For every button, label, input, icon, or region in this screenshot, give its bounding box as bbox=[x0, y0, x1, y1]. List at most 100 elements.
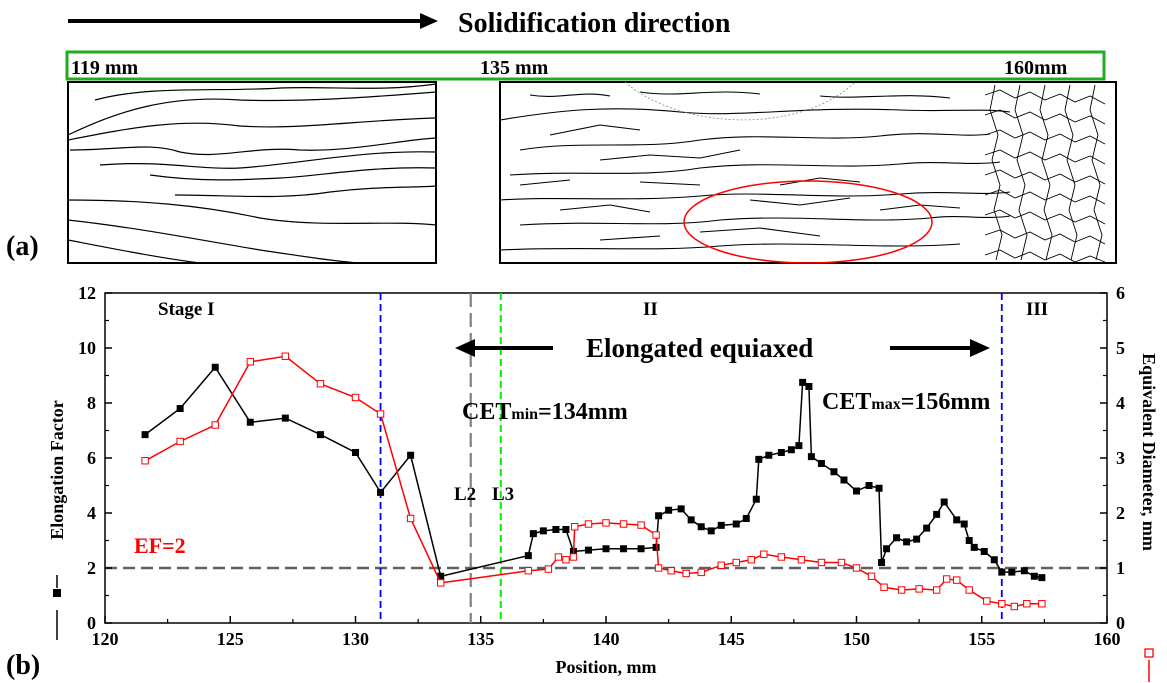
micrograph-left bbox=[67, 81, 437, 264]
ef-point-3 bbox=[246, 418, 254, 426]
diameter-point-24 bbox=[697, 568, 705, 577]
annotation-stage-3: III bbox=[1026, 299, 1048, 320]
diameter-point-8 bbox=[406, 514, 415, 523]
ef-point-6 bbox=[352, 449, 359, 456]
ef-point-63 bbox=[1038, 574, 1046, 582]
x-tick-label-4: 140 bbox=[593, 629, 620, 649]
ef-point-33 bbox=[777, 449, 785, 456]
ef-point-32 bbox=[765, 451, 773, 459]
ef-point-39 bbox=[817, 460, 825, 467]
direction-label: Solidification direction bbox=[458, 8, 731, 39]
ef-point-31 bbox=[755, 455, 763, 463]
diameter-point-30 bbox=[797, 556, 806, 564]
diameter-point-17 bbox=[602, 519, 610, 527]
ef-point-12 bbox=[539, 527, 547, 535]
ef-point-52 bbox=[940, 498, 948, 506]
ef-series-line bbox=[144, 366, 1043, 579]
ef-point-60 bbox=[1008, 568, 1016, 576]
diameter-point-19 bbox=[637, 521, 645, 529]
diameter-point-16 bbox=[584, 520, 593, 528]
ef-point-4 bbox=[281, 414, 289, 422]
annotation-cet-min: CETmin=134mm bbox=[462, 399, 628, 425]
ef-point-7 bbox=[377, 488, 385, 496]
y2-tick-label-6: 6 bbox=[1116, 283, 1125, 303]
annotation-elongated-equiaxed: Elongated equiaxed bbox=[586, 333, 813, 363]
diameter-point-44 bbox=[1010, 602, 1019, 611]
y-tick-label-1: 2 bbox=[87, 558, 96, 578]
svg-text:Equivalent Diameter, mm: Equivalent Diameter, mm bbox=[1139, 353, 1159, 551]
ef-point-22 bbox=[665, 506, 673, 514]
x-tick-label-5: 145 bbox=[718, 629, 745, 649]
annotation-stage-1: Stage I bbox=[158, 299, 214, 320]
diameter-point-18 bbox=[619, 520, 628, 528]
panel-a-label: (a) bbox=[6, 231, 39, 262]
ef-point-9 bbox=[437, 572, 445, 580]
y2-tick-label-5: 5 bbox=[1116, 338, 1125, 358]
diameter-point-42 bbox=[983, 597, 991, 605]
diameter-point-2 bbox=[211, 421, 219, 429]
diameter-point-37 bbox=[915, 585, 923, 593]
diameter-point-33 bbox=[852, 564, 861, 572]
ef-point-27 bbox=[717, 521, 725, 529]
y-tick-label-2: 4 bbox=[87, 503, 96, 523]
diameter-point-10 bbox=[524, 567, 533, 575]
y2-tick-label-2: 2 bbox=[1116, 503, 1125, 523]
ef-point-58 bbox=[990, 556, 998, 564]
x-tick-label-6: 150 bbox=[843, 629, 870, 649]
ef-point-23 bbox=[677, 505, 685, 513]
y-axis-label-left: Elongation Factor bbox=[47, 400, 67, 640]
diameter-point-27 bbox=[747, 556, 755, 564]
ef-point-51 bbox=[933, 510, 941, 518]
ef-point-24 bbox=[687, 516, 695, 524]
elongated-arrow-left-head bbox=[455, 339, 475, 357]
ef-point-29 bbox=[742, 515, 750, 522]
diameter-point-4 bbox=[281, 352, 290, 360]
scale-label-mid: 135 mm bbox=[480, 57, 549, 79]
ef-point-20 bbox=[652, 543, 660, 551]
direction-arrow-head bbox=[420, 13, 438, 29]
y-tick-label-6: 12 bbox=[78, 283, 96, 303]
ef-point-45 bbox=[878, 559, 886, 566]
ef-point-0 bbox=[141, 431, 149, 439]
ef-point-34 bbox=[787, 446, 795, 454]
diameter-point-28 bbox=[760, 550, 768, 558]
annotation-cet-max: CETmax=156mm bbox=[822, 389, 990, 415]
diameter-point-20 bbox=[652, 531, 660, 539]
highlight-ellipse bbox=[683, 180, 933, 264]
ef-point-53 bbox=[953, 516, 961, 524]
diameter-point-38 bbox=[932, 586, 941, 594]
ef-point-41 bbox=[840, 476, 848, 484]
diameter-point-25 bbox=[717, 561, 725, 569]
ef-point-37 bbox=[805, 383, 813, 390]
scale-label-start: 119 mm bbox=[71, 57, 139, 79]
y-tick-label-0: 0 bbox=[87, 613, 96, 633]
diameter-point-29 bbox=[777, 553, 786, 561]
ef-point-16 bbox=[584, 546, 592, 554]
ef-point-5 bbox=[316, 431, 324, 439]
ef-point-1 bbox=[176, 405, 184, 412]
diameter-point-23 bbox=[682, 569, 690, 578]
diameter-point-45 bbox=[1023, 600, 1031, 608]
diameter-point-41 bbox=[965, 586, 973, 594]
diameter-point-1 bbox=[176, 437, 184, 446]
diameter-point-46 bbox=[1038, 600, 1046, 608]
y-tick-label-4: 8 bbox=[87, 393, 96, 413]
ef-point-17 bbox=[602, 545, 610, 553]
ef-point-14 bbox=[562, 526, 570, 533]
ef-point-25 bbox=[697, 523, 705, 531]
y-tick-label-3: 6 bbox=[87, 448, 96, 468]
micrograph-right bbox=[499, 81, 1117, 264]
y2-tick-label-0: 0 bbox=[1116, 613, 1125, 633]
diameter-point-43 bbox=[998, 600, 1006, 608]
y-axis-label-right: Equivalent Diameter, mm bbox=[1139, 353, 1159, 682]
ef-point-26 bbox=[707, 527, 715, 535]
chart-panel-b: 120 125 130 135 140 145 150 155 1600246810120123… bbox=[47, 283, 1159, 682]
diameter-point-3 bbox=[246, 358, 254, 366]
ef-point-28 bbox=[732, 520, 740, 528]
ef-point-11 bbox=[529, 530, 537, 538]
x-tick-label-0: 120 bbox=[92, 629, 119, 649]
ef-point-54 bbox=[960, 520, 968, 528]
diameter-point-12 bbox=[554, 553, 563, 561]
diameter-point-36 bbox=[897, 586, 906, 594]
